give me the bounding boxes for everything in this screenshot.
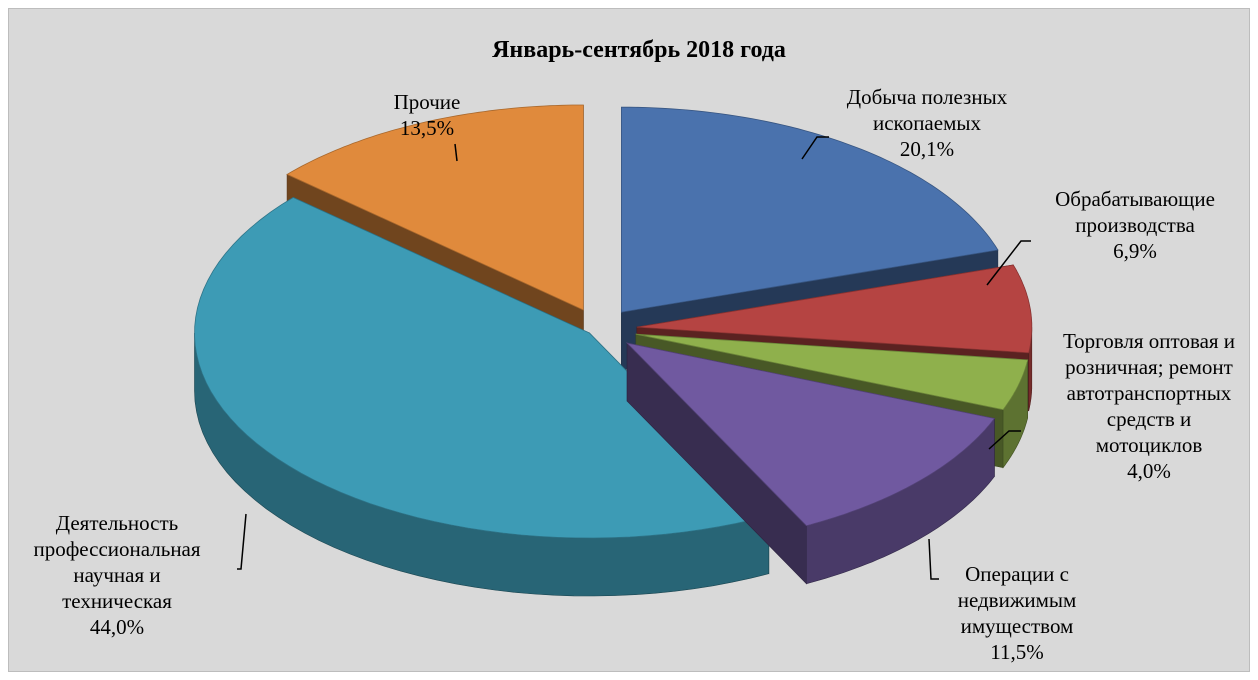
leader-line-mining [801,136,829,160]
slice-label-line: автотранспортных [1067,381,1232,405]
slice-label-manufacturing: Обрабатывающие производства 6,9% [1055,187,1215,263]
slice-label-trade: Торговля оптовая и розничная; ремонт автот… [1063,329,1235,483]
slice-label-other: Прочие 13,5% [394,90,461,140]
slice-label-line: Деятельность [56,511,178,535]
pie-chart: Январь-сентябрь 2018 года Добыча полезны… [33,37,1235,664]
slice-label-line: Добыча полезных [847,85,1008,109]
leader-line-other [454,143,458,162]
slice-label-line: средств и [1107,407,1191,431]
slice-label-professional: Деятельность профессиональная научная и тех… [33,511,200,639]
slice-label-line: имуществом [961,614,1074,638]
slice-label-line: Торговля оптовая и [1063,329,1235,353]
slice-value-manufacturing: 6,9% [1113,239,1157,263]
slice-label-line: производства [1075,213,1195,237]
slice-label-line: недвижимым [958,588,1077,612]
slice-label-line: Прочие [394,90,461,114]
slice-label-line: научная и [73,563,160,587]
slice-label-line: розничная; ремонт [1065,355,1233,379]
leader-line-professional [237,513,247,570]
slice-value-professional: 44,0% [90,615,144,639]
slice-label-line: мотоциклов [1096,433,1203,457]
slice-label-line: профессиональная [33,537,200,561]
chart-title: Январь-сентябрь 2018 года [492,37,786,63]
leader-line-trade [988,430,1021,450]
slice-value-real-estate: 11,5% [990,640,1043,664]
slice-label-line: Обрабатывающие [1055,187,1215,211]
pie-slice-real-estate [625,342,996,585]
slice-value-trade: 4,0% [1127,459,1171,483]
slice-label-real-estate: Операции с недвижимым имуществом 11,5% [958,562,1077,664]
leader-line-real-estate [928,538,939,580]
slice-value-mining: 20,1% [900,137,954,161]
slice-label-line: Операции с [965,562,1069,586]
leader-line-manufacturing [986,240,1031,286]
slice-value-other: 13,5% [400,116,454,140]
chart-area: Январь-сентябрь 2018 года Добыча полезны… [8,8,1250,672]
slice-label-line: техническая [62,589,172,613]
slice-label-line: ископаемых [873,111,981,135]
slice-label-mining: Добыча полезных ископаемых 20,1% [847,85,1008,161]
